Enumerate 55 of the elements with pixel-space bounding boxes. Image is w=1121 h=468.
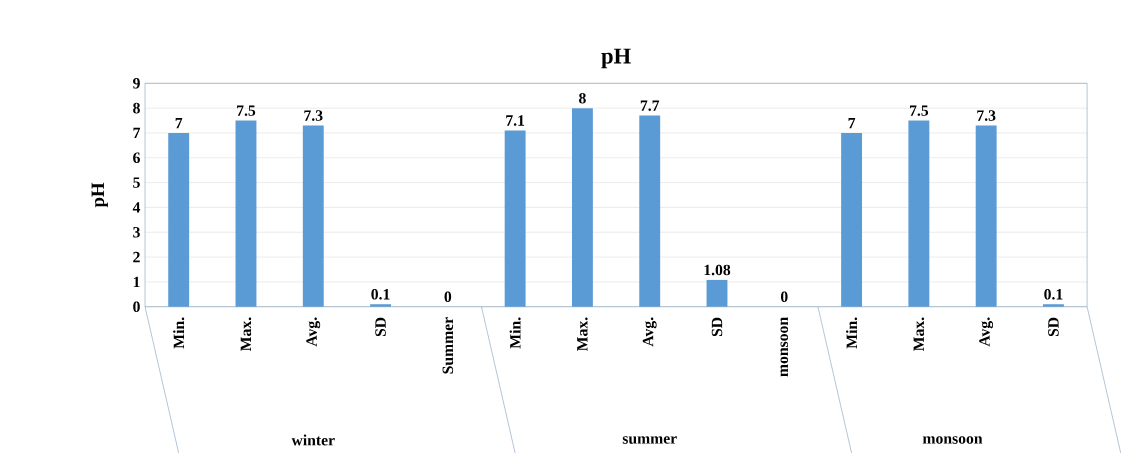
data-label: 7.1 xyxy=(506,115,525,126)
text: summer xyxy=(622,435,677,444)
x-tick-label: SD xyxy=(1048,317,1059,336)
y-tick-label: 7 xyxy=(133,127,141,138)
text: winter xyxy=(291,434,335,446)
x-tick-label: SD xyxy=(375,317,386,336)
data-label: 0 xyxy=(780,291,788,302)
bar xyxy=(571,107,593,307)
x-tick-label: Min. xyxy=(509,317,521,349)
data-label: 7.7 xyxy=(640,100,660,111)
bar xyxy=(168,132,190,307)
text: monsoon xyxy=(922,436,983,444)
y-tick-label: 3 xyxy=(133,226,140,238)
x-tick-label: Max. xyxy=(240,317,252,351)
x-tick-label: Avg. xyxy=(642,317,657,347)
x-tick-label: Avg. xyxy=(979,317,994,347)
data-label: 0.1 xyxy=(371,288,390,300)
y-tick-label: 2 xyxy=(133,251,140,263)
x-tick-label: Max. xyxy=(577,317,588,351)
bar xyxy=(504,130,526,307)
bar xyxy=(908,120,930,307)
bar xyxy=(1043,304,1064,307)
bar xyxy=(706,279,728,307)
chart-title: pH xyxy=(601,48,631,69)
x-tick-label: Max. xyxy=(913,317,925,351)
data-label: 0.1 xyxy=(1044,288,1063,300)
y-tick-label: 0 xyxy=(133,301,140,312)
y-tick-label: 1 xyxy=(133,276,140,287)
x-tick-label: Min. xyxy=(173,317,185,349)
x-tick-label: SD xyxy=(711,317,723,336)
data-label: 7.3 xyxy=(977,110,996,121)
y-tick-label: 8 xyxy=(133,102,140,114)
bar xyxy=(370,304,392,307)
y-tick-label: 4 xyxy=(132,202,141,213)
data-label: 7.5 xyxy=(237,105,256,116)
y-tick-label: 6 xyxy=(133,152,140,163)
data-label: 1.08 xyxy=(704,264,731,276)
bar xyxy=(841,132,863,307)
x-tick-label: monsoon xyxy=(780,316,789,377)
data-label: 7.5 xyxy=(909,105,929,116)
data-label: 7 xyxy=(848,117,856,129)
data-label: 7 xyxy=(175,117,183,129)
bar xyxy=(235,120,257,307)
y-tick-label: 5 xyxy=(133,177,140,188)
data-label: 0 xyxy=(444,291,452,302)
bar xyxy=(975,125,997,307)
bar xyxy=(639,115,661,307)
y-tick-label: 9 xyxy=(133,77,140,89)
bar xyxy=(302,125,324,307)
data-label: 7.3 xyxy=(304,110,323,121)
x-tick-label: Summer xyxy=(442,317,454,374)
x-tick-label: Avg. xyxy=(306,317,321,347)
data-label: 8 xyxy=(579,92,586,104)
y-axis-title: pH xyxy=(91,182,108,208)
x-tick-label: Min. xyxy=(846,317,858,349)
